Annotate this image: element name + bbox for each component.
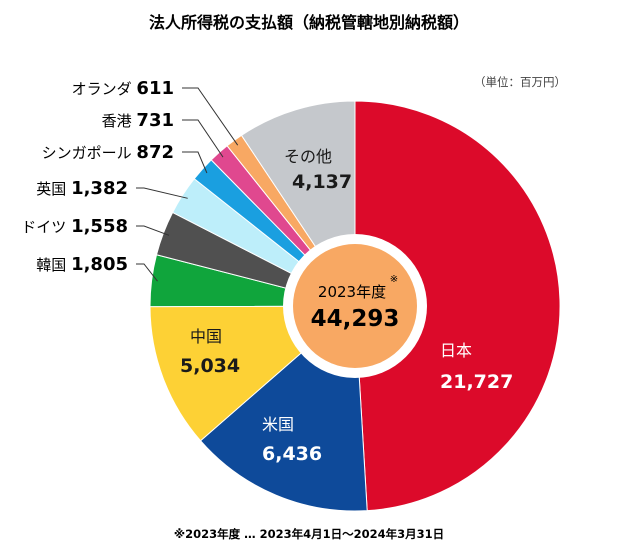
slice-4-value: 1,558 — [71, 216, 128, 237]
slice-1-label: 米国 — [262, 415, 294, 434]
slice-4-label: ドイツ 1,558 — [21, 216, 128, 237]
chart-title: 法人所得税の支払額（納税管轄地別納税額） — [149, 13, 469, 32]
slice-7-name: 香港 — [102, 112, 137, 130]
unit-label: （単位：百万円） — [474, 75, 566, 89]
slice-3-leader — [136, 263, 158, 282]
slice-7-leader — [182, 119, 224, 158]
slice-5-leader — [136, 187, 188, 199]
slice-2-label: 中国 — [190, 327, 222, 346]
slice-4-name: ドイツ — [21, 218, 71, 236]
slice-1-value: 6,436 — [262, 443, 322, 465]
slice-6-value: 872 — [136, 142, 174, 163]
center-year-mark: ※ — [390, 274, 398, 285]
slice-8-name: オランダ — [72, 80, 137, 98]
slice-3-value: 1,805 — [71, 254, 128, 275]
slice-0-label: 日本 — [440, 341, 472, 360]
slice-8-label: オランダ 611 — [72, 78, 174, 99]
slice-3-name: 韓国 — [36, 256, 71, 274]
slice-0-value: 21,727 — [440, 371, 513, 393]
slice-3-label: 韓国 1,805 — [36, 254, 128, 275]
slice-5-value: 1,382 — [71, 178, 128, 199]
footnote: ※2023年度 … 2023年4月1日～2024年3月31日 — [174, 527, 444, 541]
leader-lines — [136, 87, 239, 282]
slice-9-label: その他 — [284, 147, 332, 166]
slice-8-value: 611 — [136, 78, 174, 99]
slice-5-label: 英国 1,382 — [36, 178, 128, 199]
slice-0-wedge — [354, 100, 561, 512]
slice-7-value: 731 — [136, 110, 174, 131]
center-year-label: 2023年度 — [318, 283, 386, 301]
slice-6-leader — [182, 151, 208, 174]
slice-5-name: 英国 — [36, 180, 71, 198]
slice-6-name: シンガポール — [42, 144, 137, 162]
slice-6-label: シンガポール 872 — [42, 142, 174, 163]
slice-8-leader — [182, 87, 239, 146]
slice-7-label: 香港 731 — [102, 110, 174, 131]
slice-9-value: 4,137 — [292, 171, 352, 193]
center-total: 44,293 — [311, 306, 400, 332]
center-disc — [293, 244, 417, 368]
slice-2-value: 5,034 — [180, 355, 240, 377]
slice-4-leader — [136, 225, 170, 236]
